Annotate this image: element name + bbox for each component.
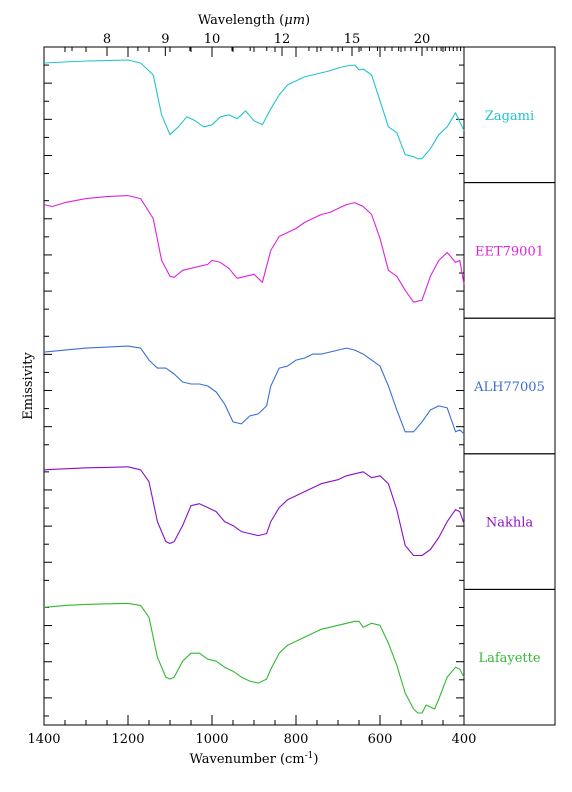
spectrum-eet79001 xyxy=(43,195,465,303)
spectrum-zagami xyxy=(43,59,465,160)
series-label-alh77005: ALH77005 xyxy=(473,380,545,395)
spectrum-lafayette xyxy=(43,602,465,714)
spectrum-nakhla xyxy=(43,466,465,557)
x-tick-label: 400 xyxy=(452,732,477,747)
plot-border xyxy=(43,46,465,726)
series-label-eet79001: EET79001 xyxy=(475,244,544,259)
spectrum-alh77005 xyxy=(43,345,465,435)
series-label-zagami: Zagami xyxy=(485,109,534,124)
x-tick-label: 1000 xyxy=(195,732,228,747)
y-axis-title: Emissivity xyxy=(21,352,36,420)
x-tick-label: 1400 xyxy=(27,732,60,747)
series-labels: Zagami EET79001 ALH77005 Nakhla Lafayette xyxy=(473,109,545,666)
top-tick-label: 20 xyxy=(414,32,431,47)
spectra xyxy=(43,59,465,714)
label-box-4 xyxy=(463,588,556,726)
top-axis-title: Wavelength (μm) xyxy=(198,13,310,28)
x-tick-label: 800 xyxy=(284,732,309,747)
x-tick-label: 600 xyxy=(368,732,393,747)
top-tick-label: 8 xyxy=(103,32,111,47)
top-tick-label: 15 xyxy=(344,32,361,47)
top-tick-label: 12 xyxy=(274,32,291,47)
top-tick-label: 10 xyxy=(204,32,221,47)
top-tick-label: 9 xyxy=(161,32,169,47)
x-axis-title: Wavenumber (cm-1) xyxy=(190,751,319,767)
series-label-lafayette: Lafayette xyxy=(478,651,540,666)
x-tick-label: 1200 xyxy=(111,732,144,747)
series-label-nakhla: Nakhla xyxy=(486,516,534,531)
axis-ticks: 1400 1200 1000 800 600 400 8 9 10 12 15 20 xyxy=(27,32,476,747)
